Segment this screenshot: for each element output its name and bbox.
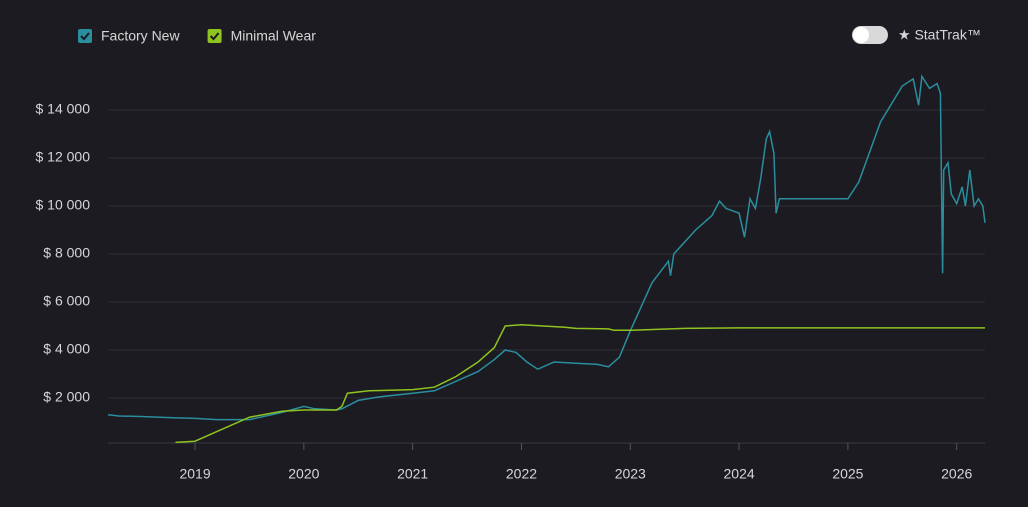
line-series bbox=[175, 324, 985, 444]
x-tick-label: 2020 bbox=[288, 466, 319, 482]
x-tick-label: 2019 bbox=[179, 466, 210, 482]
toggle-label[interactable]: ★ StatTrak™ bbox=[898, 27, 981, 43]
legend-check bbox=[209, 32, 220, 41]
y-tick-label: $ 4 000 bbox=[43, 341, 90, 357]
x-tick-label: 2024 bbox=[724, 466, 755, 482]
x-tick-label: 2026 bbox=[941, 466, 972, 482]
y-tick-label: $ 2 000 bbox=[43, 389, 90, 405]
legend-label[interactable]: Minimal Wear bbox=[231, 28, 317, 44]
legend-checkbox[interactable] bbox=[78, 29, 92, 43]
y-tick-label: $ 14 000 bbox=[36, 101, 91, 117]
y-tick-label: $ 12 000 bbox=[36, 149, 91, 165]
y-tick-label: $ 6 000 bbox=[43, 293, 90, 309]
x-tick-label: 2021 bbox=[397, 466, 428, 482]
toggle-knob bbox=[853, 27, 869, 43]
x-tick-label: 2023 bbox=[615, 466, 646, 482]
line-series bbox=[107, 74, 986, 421]
legend-check bbox=[80, 32, 90, 41]
legend-checkbox[interactable] bbox=[207, 29, 222, 43]
x-tick-label: 2022 bbox=[506, 466, 537, 482]
legend-label[interactable]: Factory New bbox=[101, 28, 180, 44]
y-tick-label: $ 10 000 bbox=[36, 197, 91, 213]
x-tick-label: 2025 bbox=[832, 466, 863, 482]
y-tick-label: $ 8 000 bbox=[43, 245, 90, 261]
